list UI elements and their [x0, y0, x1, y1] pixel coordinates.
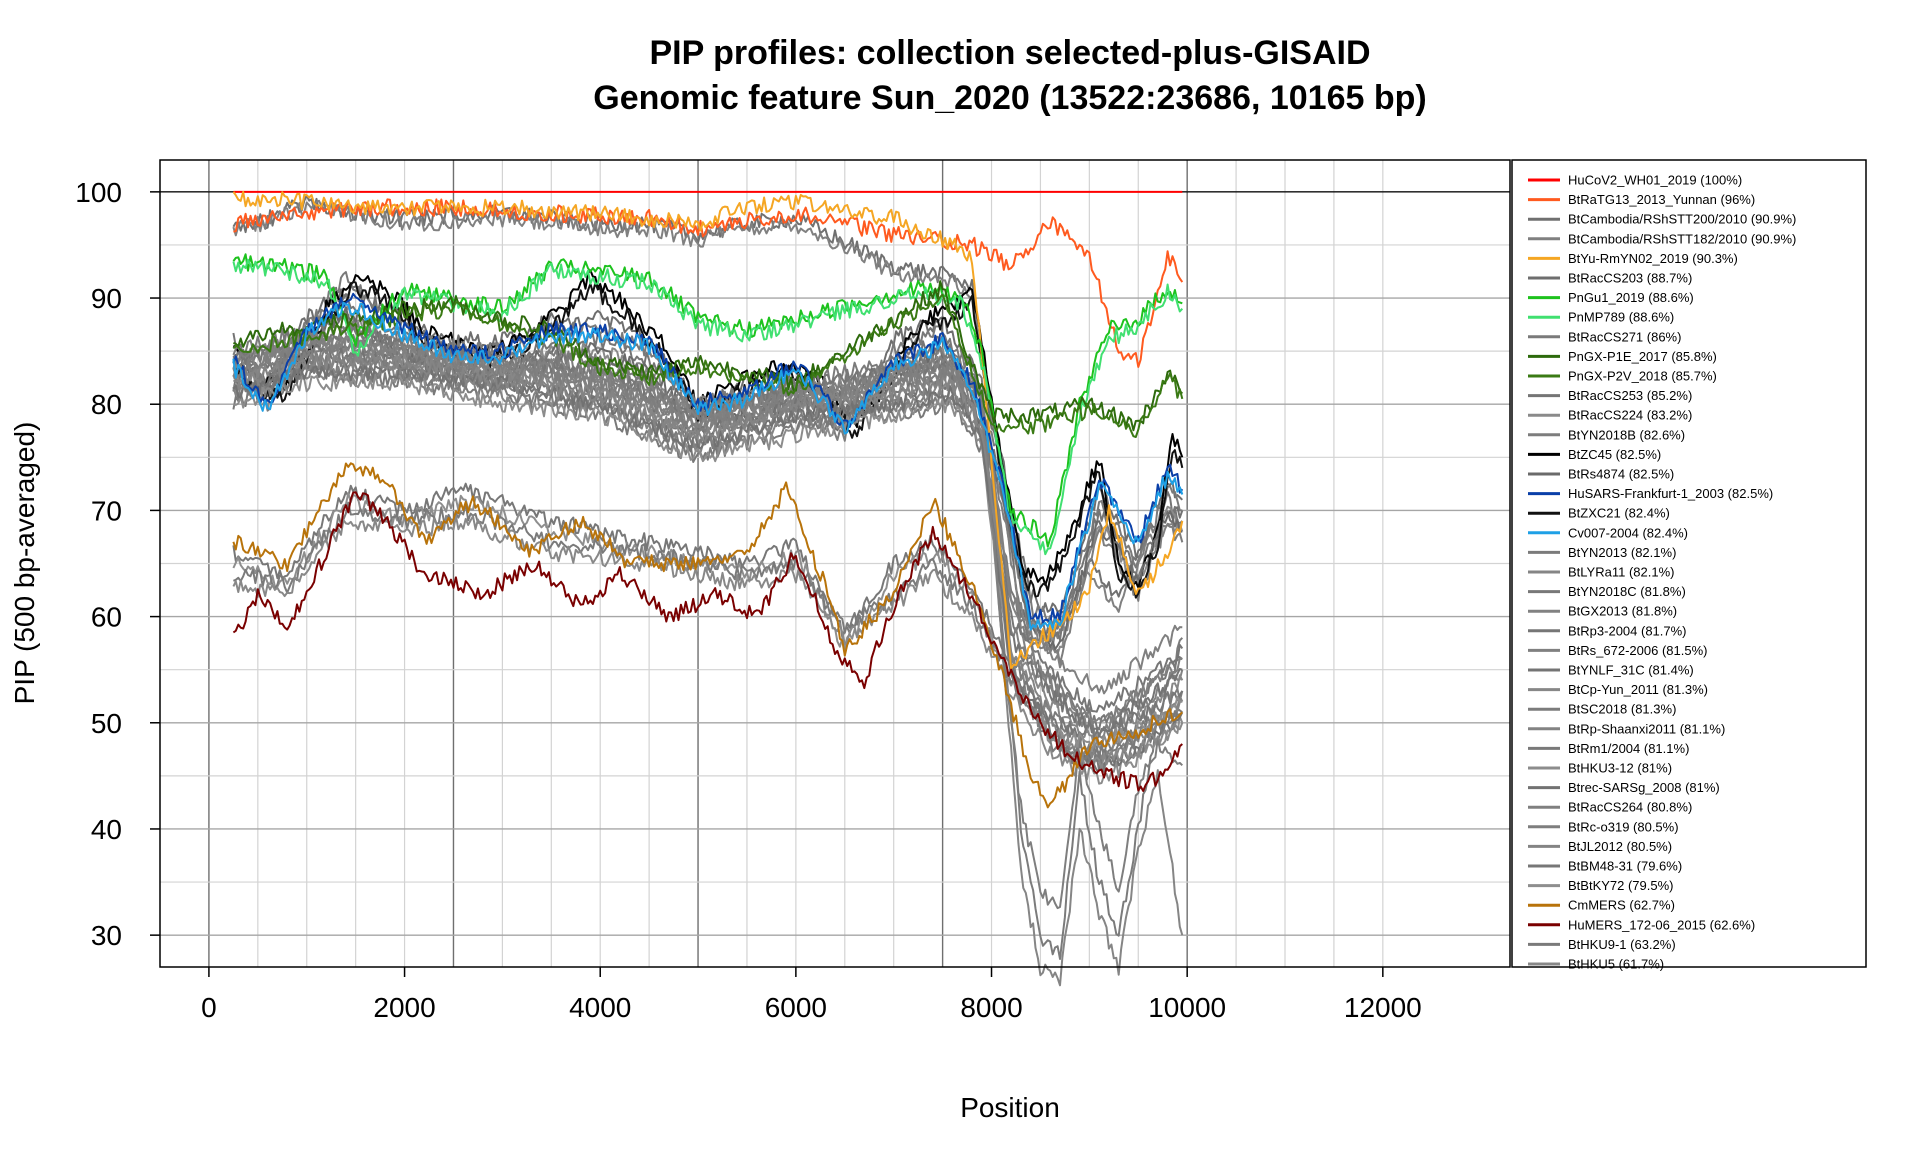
y-axis-label: PIP (500 bp-averaged) [9, 422, 40, 705]
y-tick-label: 60 [91, 602, 122, 633]
legend-entry: PnGX-P2V_2018 (85.7%) [1568, 369, 1717, 384]
legend-entry: BtRacCS253 (85.2%) [1568, 388, 1692, 403]
series-line [232, 363, 1184, 772]
series-line [232, 194, 1184, 643]
legend-entry: BtRacCS271 (86%) [1568, 329, 1681, 344]
legend-entry: HuCoV2_WH01_2019 (100%) [1568, 173, 1742, 188]
x-tick-label: 4000 [569, 992, 631, 1023]
legend-entry: BtCp-Yun_2011 (81.3%) [1568, 682, 1708, 697]
chart-title: PIP profiles: collection selected-plus-G… [649, 34, 1370, 72]
legend-box [1511, 159, 1867, 968]
legend-entry: PnMP789 (88.6%) [1568, 310, 1674, 325]
legend-entry: BtRp-Shaanxi2011 (81.1%) [1568, 721, 1725, 736]
series-line [232, 292, 1184, 624]
x-tick-label: 12000 [1344, 992, 1422, 1023]
chart-subtitle: Genomic feature Sun_2020 (13522:23686, 1… [593, 79, 1426, 117]
legend-entry: HuMERS_172-06_2015 (62.6%) [1568, 917, 1755, 932]
legend-entry: BtYNLF_31C (81.4%) [1568, 663, 1694, 678]
series-line [232, 482, 1184, 740]
legend-entry: PnGu1_2019 (88.6%) [1568, 290, 1694, 305]
legend-entry: Btrec-SARSg_2008 (81%) [1568, 780, 1720, 795]
legend-entry: BtCambodia/RShSTT182/2010 (90.9%) [1568, 231, 1796, 246]
legend-entry: PnGX-P1E_2017 (85.8%) [1568, 349, 1717, 364]
legend-entry: HuSARS-Frankfurt-1_2003 (82.5%) [1568, 486, 1773, 501]
x-tick-label: 8000 [960, 992, 1022, 1023]
legend-entry: CmMERS (62.7%) [1568, 898, 1675, 913]
y-axis: 30 40 50 60 70 80 90 100 [75, 177, 160, 951]
y-tick-label: 100 [75, 177, 122, 208]
x-tick-label: 0 [201, 992, 217, 1023]
legend-entry: BtZC45 (82.5%) [1568, 447, 1661, 462]
legend-entry: BtBtKY72 (79.5%) [1568, 878, 1674, 893]
legend-entry: BtRp3-2004 (81.7%) [1568, 623, 1687, 638]
legend-entry: BtBM48-31 (79.6%) [1568, 859, 1682, 874]
legend-entry: BtHKU9-1 (63.2%) [1568, 937, 1676, 952]
legend-entry: BtYu-RmYN02_2019 (90.3%) [1568, 251, 1738, 266]
legend-entry: BtYN2018C (81.8%) [1568, 584, 1686, 599]
series-line [232, 352, 1183, 760]
series-line [232, 344, 1183, 910]
series-lines [232, 190, 1184, 987]
series-line [232, 462, 1184, 809]
x-axis: 0 2000 4000 6000 8000 10000 12000 [201, 967, 1422, 1023]
x-tick-label: 2000 [373, 992, 435, 1023]
legend-entry: BtRacCS224 (83.2%) [1568, 408, 1692, 423]
legend-entry: BtZXC21 (82.4%) [1568, 506, 1670, 521]
y-tick-label: 90 [91, 283, 122, 314]
legend-entry: BtRm1/2004 (81.1%) [1568, 741, 1689, 756]
x-tick-label: 6000 [765, 992, 827, 1023]
legend-entry: BtRc-o319 (80.5%) [1568, 819, 1679, 834]
legend-entry: BtRaTG13_2013_Yunnan (96%) [1568, 192, 1755, 207]
y-tick-label: 70 [91, 495, 122, 526]
series-line [232, 301, 1184, 631]
y-tick-label: 30 [91, 920, 122, 951]
series-line [232, 363, 1184, 765]
series-line [232, 514, 1184, 771]
legend-entry: BtYN2018B (82.6%) [1568, 427, 1685, 442]
legend-entry: BtCambodia/RShSTT200/2010 (90.9%) [1568, 212, 1796, 227]
plot-frame [159, 159, 1511, 968]
series-line [232, 199, 1184, 652]
y-tick-label: 80 [91, 389, 122, 420]
legend-entry: BtRs_672-2006 (81.5%) [1568, 643, 1707, 658]
legend-entry: BtRacCS264 (80.8%) [1568, 800, 1692, 815]
legend-entry: BtSC2018 (81.3%) [1568, 702, 1676, 717]
legend: HuCoV2_WH01_2019 (100%) BtRaTG13_2013_Yun… [1528, 173, 1796, 972]
legend-entry: BtJL2012 (80.5%) [1568, 839, 1672, 854]
legend-entry: Cv007-2004 (82.4%) [1568, 525, 1688, 540]
legend-entry: BtHKU3-12 (81%) [1568, 761, 1672, 776]
legend-entry: BtRs4874 (82.5%) [1568, 467, 1674, 482]
legend-entry: BtHKU5 (61.7%) [1568, 957, 1664, 972]
legend-entry: BtGX2013 (81.8%) [1568, 604, 1677, 619]
legend-entry: BtRacCS203 (88.7%) [1568, 271, 1692, 286]
x-axis-label: Position [960, 1092, 1060, 1123]
series-line [232, 253, 1183, 548]
series-line [232, 491, 1183, 792]
series-line [232, 190, 1184, 670]
series-line [232, 293, 1184, 438]
legend-entry: BtLYRa11 (82.1%) [1568, 565, 1674, 580]
x-tick-label: 10000 [1148, 992, 1226, 1023]
y-tick-label: 40 [91, 814, 122, 845]
legend-entry: BtYN2013 (82.1%) [1568, 545, 1676, 560]
y-tick-label: 50 [91, 708, 122, 739]
